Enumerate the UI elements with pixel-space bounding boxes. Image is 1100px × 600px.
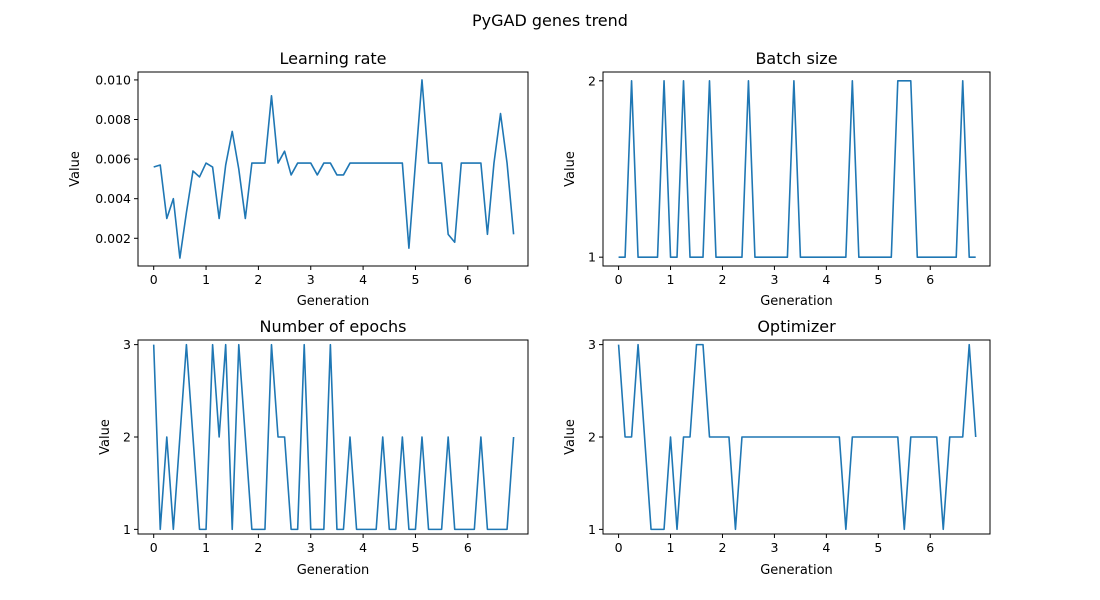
- y-axis-label: Value: [68, 151, 83, 187]
- x-tick-label: 2: [718, 540, 726, 555]
- subplot-optimizer: Optimizer Generation Value 0 1 2 3 4 5 6 1 2 3: [563, 317, 991, 578]
- x-tick-label: 2: [718, 272, 726, 287]
- x-tick-label: 4: [359, 540, 367, 555]
- y-tick-label: 0.006: [95, 152, 131, 167]
- x-tick-label: 3: [770, 540, 778, 555]
- y-axis-label: Value: [563, 151, 578, 187]
- y-tick-label: 2: [588, 73, 596, 88]
- x-axis-label: Generation: [297, 294, 370, 309]
- x-tick-label: 3: [770, 272, 778, 287]
- x-tick-label: 2: [254, 540, 262, 555]
- y-axis-label: Value: [563, 419, 578, 455]
- x-axis-label: Generation: [760, 294, 833, 309]
- subplot-title: Batch size: [755, 49, 837, 68]
- x-tick-label: 6: [926, 272, 934, 287]
- figure-title: PyGAD genes trend: [472, 11, 628, 30]
- plot-frame: [602, 71, 991, 267]
- y-tick-label: 2: [123, 430, 131, 445]
- x-tick-label: 5: [411, 540, 419, 555]
- x-tick-label: 0: [150, 272, 158, 287]
- series-line: [617, 343, 977, 531]
- subplot-learning-rate: Learning rate Generation Value 0 1 2 3 4 5 6 0.…: [68, 49, 529, 309]
- x-tick-label: 5: [874, 540, 882, 555]
- x-tick-label: 4: [822, 272, 830, 287]
- x-tick-label: 1: [202, 272, 210, 287]
- x-tick-label: 0: [615, 272, 623, 287]
- x-tick-label: 4: [822, 540, 830, 555]
- y-axis-label: Value: [98, 419, 113, 455]
- y-tick-label: 1: [588, 250, 596, 265]
- y-tick-label: 1: [123, 522, 131, 537]
- x-tick-label: 1: [667, 540, 675, 555]
- series-line: [618, 80, 976, 258]
- subplot-number-of-epochs: Number of epochs Generation Value 0 1 2 3 4 5…: [98, 317, 529, 578]
- subplot-title: Number of epochs: [260, 317, 407, 336]
- x-tick-label: 4: [359, 272, 367, 287]
- x-axis-label: Generation: [760, 563, 833, 578]
- y-tick-label: 0.010: [95, 72, 131, 87]
- y-tick-label: 2: [588, 430, 596, 445]
- x-tick-label: 5: [874, 272, 882, 287]
- x-tick-label: 2: [254, 272, 262, 287]
- y-tick-label: 0.002: [95, 231, 131, 246]
- subplot-title: Optimizer: [757, 317, 836, 336]
- x-tick-label: 0: [615, 540, 623, 555]
- x-tick-label: 5: [411, 272, 419, 287]
- series-line: [153, 79, 515, 259]
- x-tick-label: 3: [307, 540, 315, 555]
- x-tick-label: 3: [307, 272, 315, 287]
- x-tick-label: 6: [464, 272, 472, 287]
- x-tick-label: 6: [926, 540, 934, 555]
- y-tick-label: 3: [588, 337, 596, 352]
- x-tick-label: 0: [150, 540, 158, 555]
- x-tick-label: 6: [464, 540, 472, 555]
- y-tick-label: 1: [588, 522, 596, 537]
- x-tick-label: 1: [667, 272, 675, 287]
- y-tick-label: 0.004: [95, 191, 131, 206]
- y-tick-label: 3: [123, 337, 131, 352]
- x-tick-label: 1: [202, 540, 210, 555]
- x-axis-label: Generation: [297, 563, 370, 578]
- subplot-batch-size: Batch size Generation Value 0 1 2 3 4 5 6 1 2: [563, 49, 991, 309]
- y-tick-label: 0.008: [95, 112, 131, 127]
- series-line: [152, 343, 515, 531]
- plot-frame: [137, 71, 529, 267]
- subplot-title: Learning rate: [279, 49, 386, 68]
